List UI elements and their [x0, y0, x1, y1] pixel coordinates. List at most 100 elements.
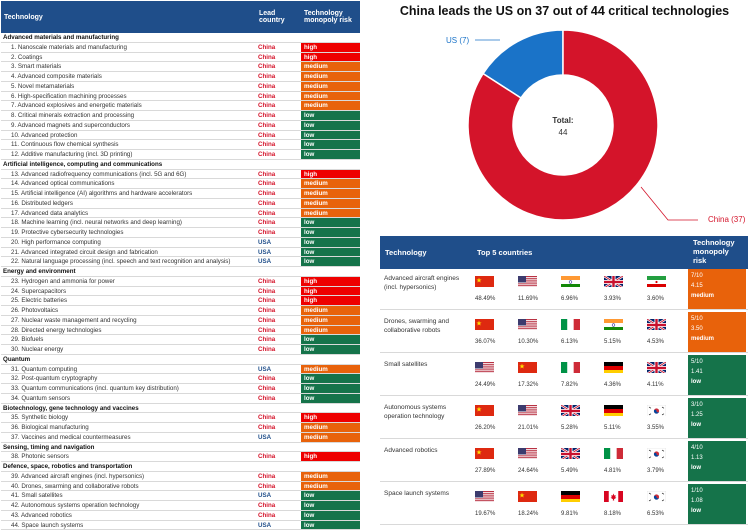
technology-name: 32. Post-quantum cryptography	[1, 374, 256, 383]
header-lead-country: Lead country	[256, 1, 301, 33]
country-cell: 3.60%	[644, 269, 687, 309]
risk-score: 5/10	[691, 314, 746, 324]
lead-country: China	[256, 413, 301, 422]
usa-flag-icon	[518, 275, 537, 287]
china-flag-icon	[518, 490, 537, 502]
country-share: 10.30%	[518, 339, 538, 345]
technology-name: 9. Advanced magnets and superconductors	[1, 121, 256, 130]
technology-name: 37. Vaccines and medical countermeasures	[1, 433, 256, 442]
germany-flag-icon	[561, 490, 580, 502]
country-share: 6.96%	[561, 296, 578, 302]
top5-countries: 36.07%10.30%6.13%5.15%4.53%	[472, 312, 688, 352]
country-cell: 9.81%	[558, 484, 601, 524]
country-cell: 27.89%	[472, 441, 515, 481]
germany-flag-icon	[604, 361, 623, 373]
china-flag-icon	[475, 447, 494, 459]
country-cell: 8.18%	[601, 484, 644, 524]
country-cell: 24.64%	[515, 441, 558, 481]
category-row: Quantum	[1, 355, 360, 365]
risk-badge: low	[301, 345, 360, 354]
country-cell: 6.53%	[644, 484, 687, 524]
table-row: 27. Nuclear waste management and recycli…	[1, 316, 360, 326]
iran-flag-icon	[647, 275, 666, 287]
lead-country: China	[256, 72, 301, 81]
country-cell: 4.81%	[601, 441, 644, 481]
table-row: 42. Autonomous systems operation technol…	[1, 501, 360, 511]
country-cell: 3.93%	[601, 269, 644, 309]
risk-level: low	[691, 377, 746, 387]
technology-name: 28. Directed energy technologies	[1, 326, 256, 335]
usa-flag-icon	[518, 318, 537, 330]
china-leader-line	[641, 187, 698, 220]
table-row: 13. Advanced radiofrequency communicatio…	[1, 170, 360, 180]
technology-name: 12. Additive manufacturing (incl. 3D pri…	[1, 150, 256, 159]
lead-country: USA	[256, 238, 301, 247]
usa-flag-icon	[518, 404, 537, 416]
risk-badge: medium	[301, 189, 360, 198]
lead-country: China	[256, 472, 301, 481]
germany-flag-icon	[604, 404, 623, 416]
donut-center-value: 44	[559, 128, 568, 137]
lead-country: China	[256, 53, 301, 62]
country-share: 18.24%	[518, 511, 538, 517]
technology-name: 33. Quantum communications (incl. quantu…	[1, 384, 256, 393]
technology-name: 29. Biofuels	[1, 335, 256, 344]
technology-name: 42. Autonomous systems operation technol…	[1, 501, 256, 510]
technology-name: 24. Supercapacitors	[1, 287, 256, 296]
risk-ratio: 4.15	[691, 281, 746, 291]
category-row: Energy and environment	[1, 267, 360, 277]
risk-score: 1/10	[691, 486, 746, 496]
country-share: 24.64%	[518, 468, 538, 474]
top5-header-risk: Technology monopoly risk	[688, 236, 743, 269]
technology-name: 39. Advanced aircraft engines (incl. hyp…	[1, 472, 256, 481]
country-share: 11.69%	[518, 296, 538, 302]
technology-name: 14. Advanced optical communications	[1, 179, 256, 188]
lead-country: USA	[256, 491, 301, 500]
risk-badge: low	[301, 257, 360, 266]
canada-flag-icon	[604, 490, 623, 502]
top5-countries: 24.49%17.32%7.82%4.36%4.11%	[472, 355, 688, 395]
country-cell: 10.30%	[515, 312, 558, 352]
country-share: 3.60%	[647, 296, 664, 302]
risk-level: low	[691, 506, 746, 516]
lead-country: China	[256, 228, 301, 237]
lead-country: USA	[256, 433, 301, 442]
south-korea-flag-icon	[647, 404, 666, 416]
lead-country: China	[256, 189, 301, 198]
technology-name: 8. Critical minerals extraction and proc…	[1, 111, 256, 120]
technology-name: 16. Distributed ledgers	[1, 199, 256, 208]
technology-name: 2. Coatings	[1, 53, 256, 62]
country-share: 5.11%	[604, 425, 621, 431]
table-row: 22. Natural language processing (incl. s…	[1, 257, 360, 267]
risk-badge: low	[301, 131, 360, 140]
china-slice-label: China (37)	[708, 215, 746, 224]
country-share: 19.67%	[475, 511, 495, 517]
technology-name: 22. Natural language processing (incl. s…	[1, 257, 256, 266]
lead-country: China	[256, 82, 301, 91]
country-share: 21.01%	[518, 425, 538, 431]
risk-badge: low	[301, 150, 360, 159]
lead-country: China	[256, 150, 301, 159]
table-row: 21. Advanced integrated circuit design a…	[1, 248, 360, 258]
country-share: 4.36%	[604, 382, 621, 388]
country-cell: 4.36%	[601, 355, 644, 395]
top5-technology-name: Small satellites	[380, 355, 472, 395]
technology-name: 30. Nuclear energy	[1, 345, 256, 354]
lead-country: China	[256, 179, 301, 188]
country-share: 6.13%	[561, 339, 578, 345]
top5-technology-name: Space launch systems	[380, 484, 472, 524]
usa-flag-icon	[475, 490, 494, 502]
country-cell: 5.15%	[601, 312, 644, 352]
risk-badge: medium	[301, 326, 360, 335]
